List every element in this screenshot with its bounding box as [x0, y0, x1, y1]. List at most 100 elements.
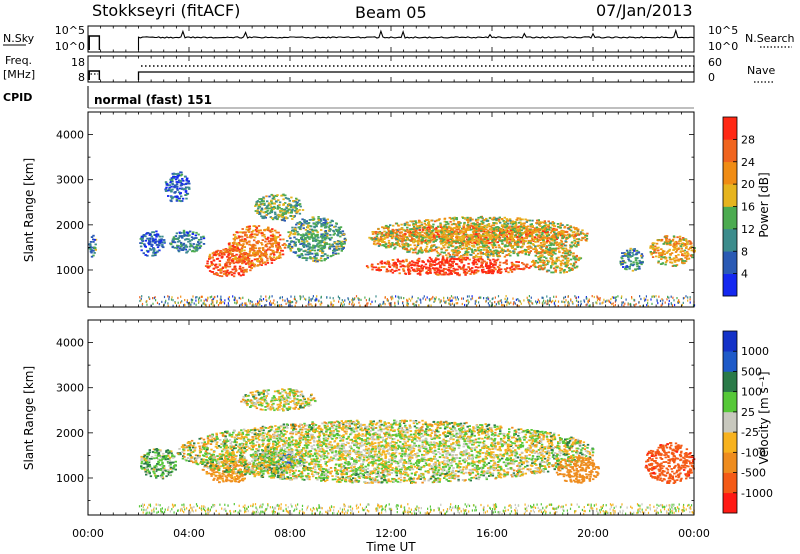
range-cell	[278, 204, 281, 206]
range-cell	[391, 268, 394, 271]
range-cell	[661, 249, 665, 252]
range-cell	[184, 244, 188, 247]
range-cell	[188, 188, 191, 190]
range-cell	[160, 239, 163, 242]
range-cell	[512, 245, 515, 247]
range-cell	[275, 217, 278, 219]
range-cell	[457, 222, 460, 224]
range-cell	[423, 226, 426, 229]
range-cell	[686, 241, 689, 244]
range-cell	[312, 259, 315, 262]
range-cell	[197, 238, 201, 241]
range-cell	[165, 186, 168, 189]
range-cell	[298, 250, 301, 252]
range-cell	[569, 244, 572, 247]
range-cell	[498, 246, 501, 249]
range-cell	[281, 210, 284, 212]
range-cell	[500, 271, 503, 273]
range-cell	[329, 221, 332, 224]
range-cell	[147, 232, 150, 234]
range-cell	[487, 229, 490, 232]
range-cell	[305, 259, 308, 262]
range-cell	[521, 245, 524, 248]
range-cell	[534, 248, 538, 250]
range-cell	[672, 249, 675, 251]
range-cell	[231, 268, 234, 271]
range-cell	[529, 265, 532, 268]
range-cell	[392, 229, 396, 232]
range-cell	[494, 217, 498, 220]
range-cell	[208, 265, 212, 268]
range-cell	[497, 244, 501, 247]
range-cell	[228, 249, 232, 252]
range-cell	[427, 219, 430, 221]
range-cell	[317, 246, 320, 248]
range-cell	[524, 249, 527, 251]
range-cell	[470, 224, 473, 227]
range-cell	[487, 272, 490, 274]
range-cell	[325, 243, 328, 245]
range-cell	[289, 206, 293, 209]
range-cell	[626, 254, 630, 257]
range-cell	[314, 239, 317, 242]
range-cell	[302, 239, 305, 241]
range-cell	[263, 204, 266, 206]
range-cell	[640, 254, 643, 257]
range-cell	[260, 198, 263, 200]
range-cell	[439, 222, 442, 225]
range-cell	[227, 248, 230, 251]
range-cell	[578, 256, 581, 259]
range-cell	[554, 260, 557, 263]
range-cell	[324, 253, 327, 255]
range-cell	[383, 230, 386, 233]
range-cell	[197, 241, 200, 244]
range-cell	[558, 242, 561, 244]
range-cell	[377, 245, 381, 247]
range-cell	[566, 224, 569, 226]
range-cell	[543, 250, 546, 253]
range-cell	[506, 267, 509, 269]
range-cell	[575, 245, 578, 248]
range-cell	[279, 253, 282, 256]
range-cell	[577, 259, 580, 262]
range-cell	[447, 252, 450, 255]
range-cell	[431, 232, 435, 235]
range-cell	[552, 237, 556, 240]
range-cell	[505, 236, 509, 238]
range-cell	[220, 268, 223, 271]
range-cell	[265, 249, 268, 252]
range-cell	[444, 240, 447, 243]
range-cell	[180, 243, 183, 245]
range-cell	[561, 259, 565, 262]
range-cell	[309, 251, 312, 253]
range-cell	[391, 232, 394, 234]
range-cell	[485, 217, 488, 220]
range-cell	[517, 261, 520, 263]
range-cell	[416, 252, 420, 255]
range-cell	[321, 237, 324, 240]
range-cell	[536, 229, 539, 231]
range-cell	[557, 231, 560, 234]
range-cell	[179, 180, 182, 182]
range-cell	[561, 224, 564, 226]
range-cell	[264, 263, 267, 266]
range-cell	[517, 264, 520, 267]
range-cell	[238, 259, 241, 262]
range-cell	[464, 231, 467, 234]
range-cell	[171, 180, 174, 183]
range-cell	[235, 261, 238, 264]
range-cell	[392, 235, 395, 238]
range-cell	[215, 266, 218, 269]
range-cell	[463, 221, 466, 224]
range-cell	[466, 219, 469, 221]
range-cell	[432, 267, 435, 270]
range-cell	[241, 238, 244, 241]
ground-scatter-cell	[646, 303, 648, 307]
range-cell	[182, 183, 186, 186]
range-cell	[406, 237, 409, 239]
range-cell	[458, 265, 461, 268]
range-cell	[322, 219, 326, 221]
range-cell	[338, 228, 341, 230]
range-cell	[469, 219, 472, 222]
